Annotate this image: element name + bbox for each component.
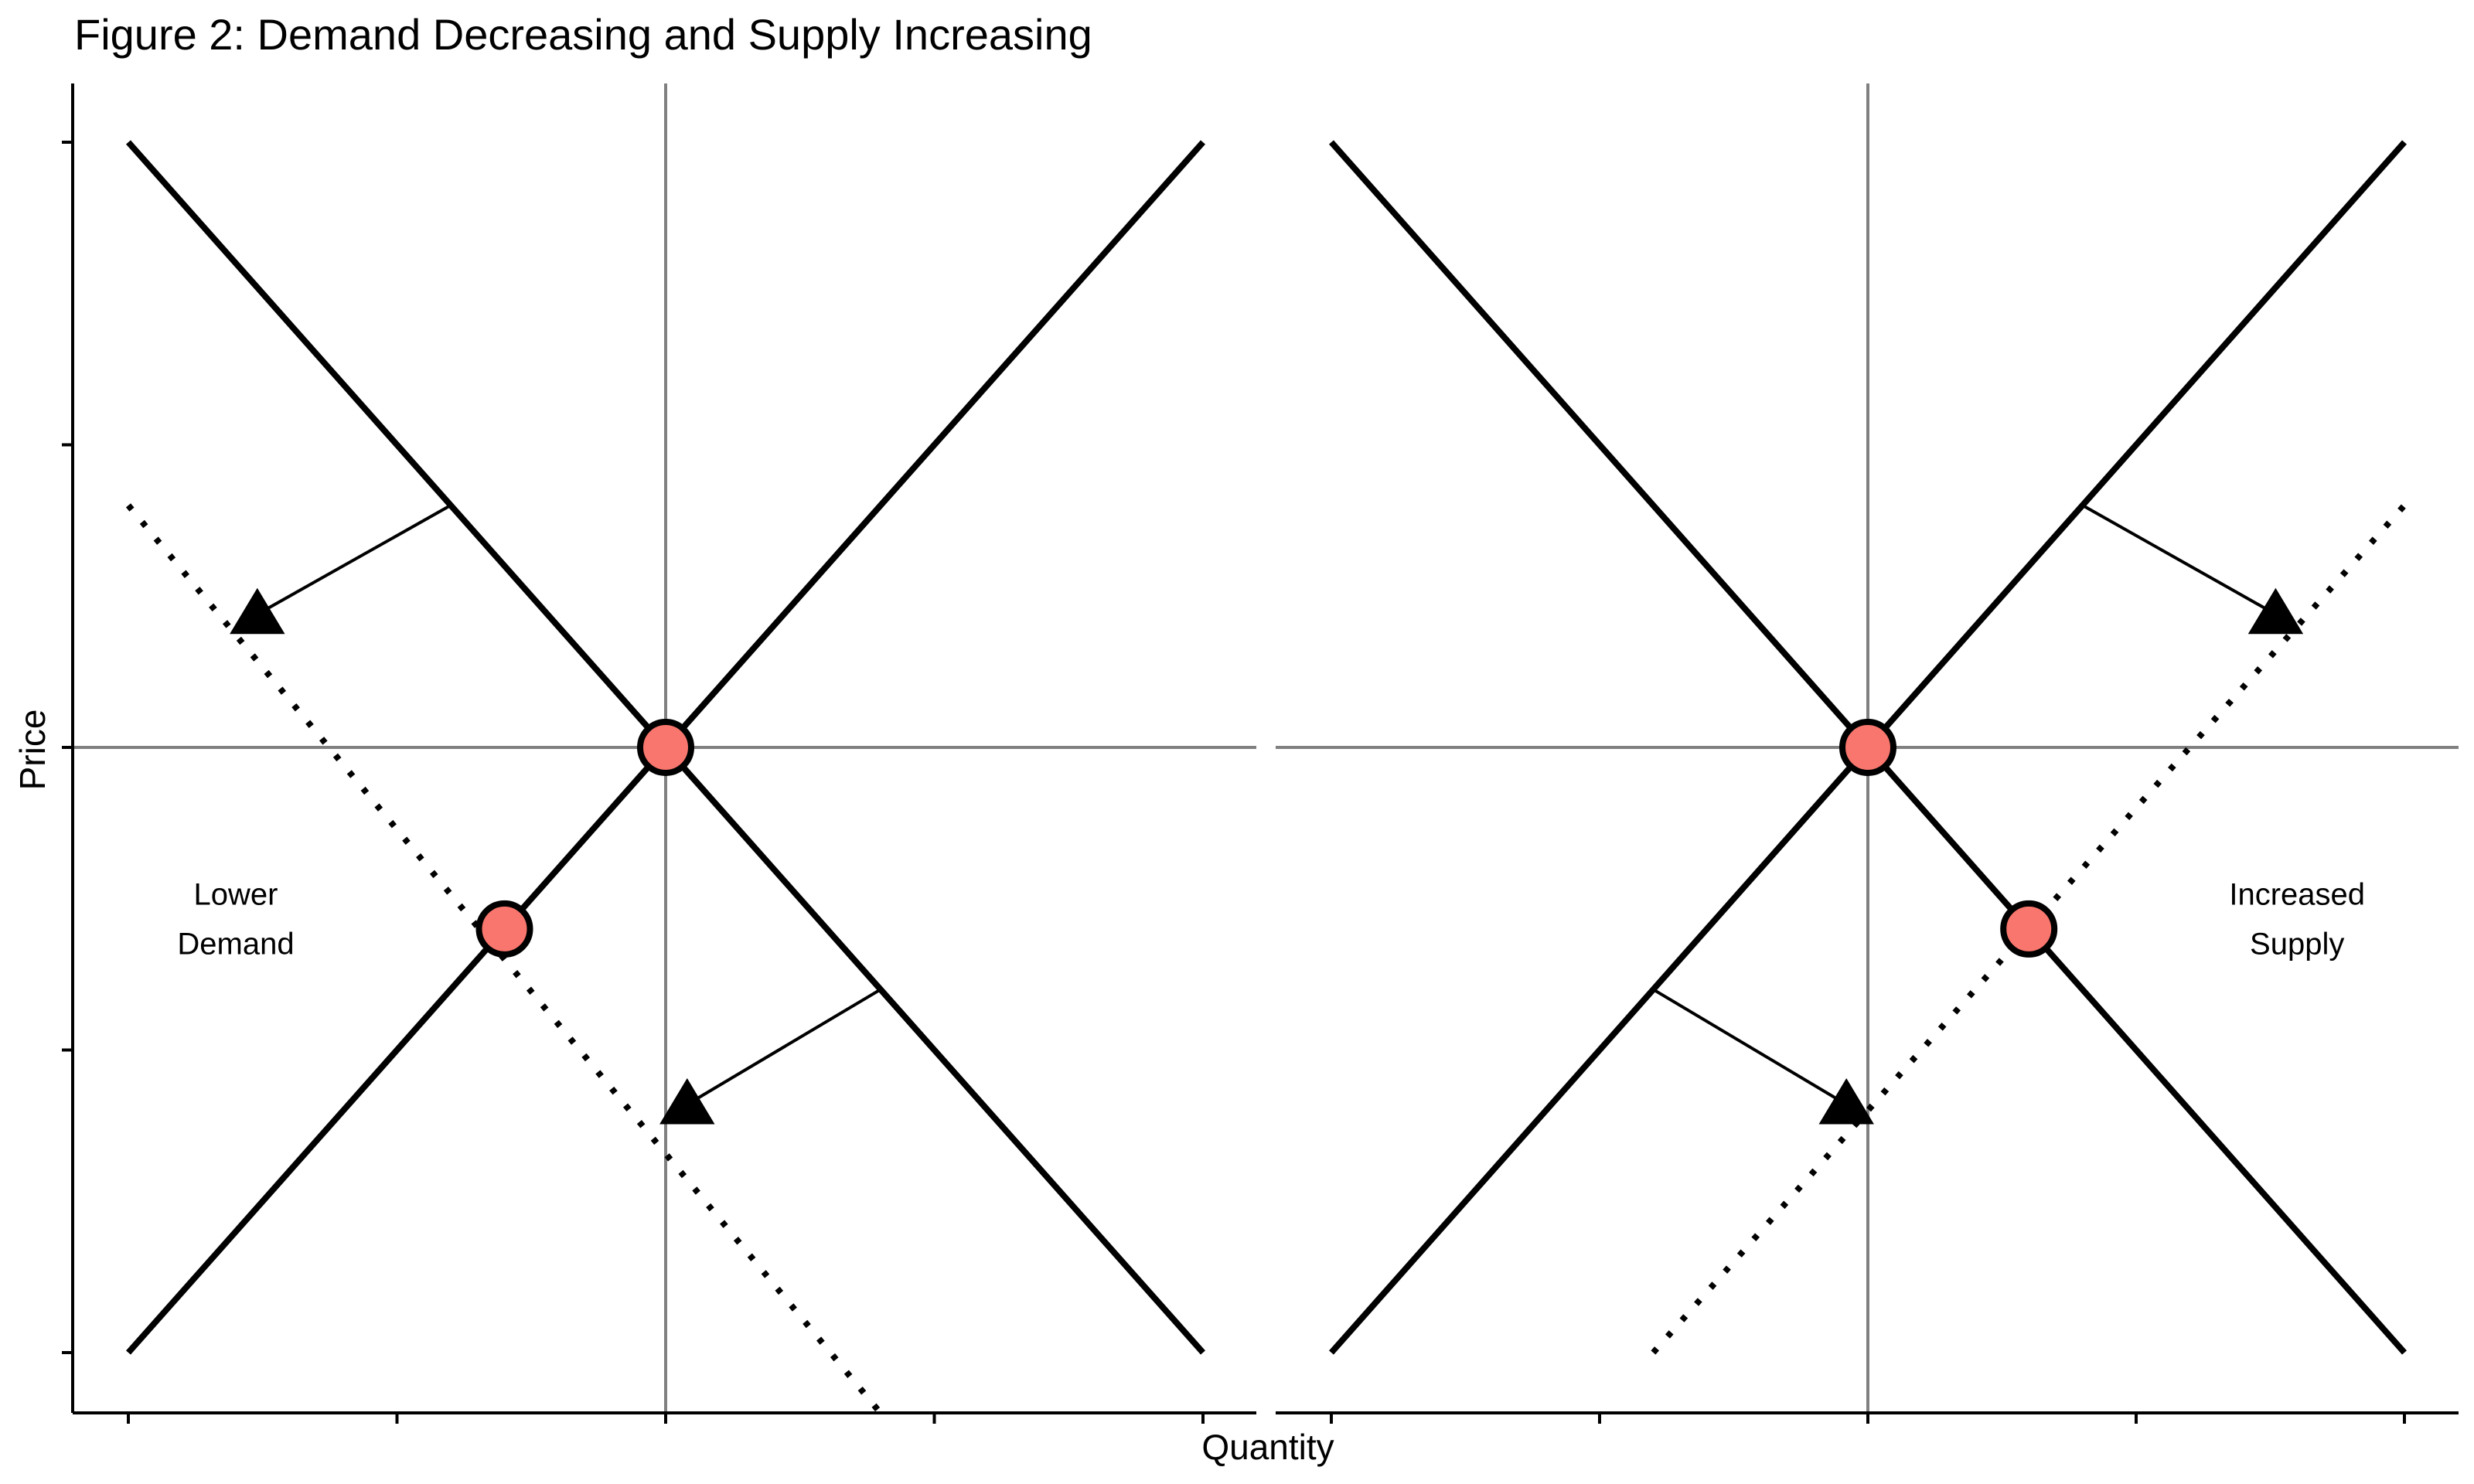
annotation-text: Lower [194, 878, 278, 912]
triangle-icon [1818, 1077, 1874, 1125]
annotation-text: Demand [177, 928, 294, 962]
triangle-icon [659, 1077, 715, 1125]
annotation-text: Increased [2229, 878, 2365, 912]
triangle-icon [230, 587, 285, 635]
annotation-text: Supply [2250, 928, 2344, 962]
triangle-icon [2247, 587, 2304, 635]
right-panel: Increased Supply [1276, 83, 2459, 1424]
shift-arrow-line [256, 504, 452, 616]
shift-arrow-line [686, 988, 882, 1106]
figure-title: Figure 2: Demand Decreasing and Supply I… [74, 10, 1092, 59]
equilibrium-point [637, 719, 694, 776]
x-axis-label: Quantity [1201, 1427, 1334, 1467]
shift-arrow-line [1652, 988, 1848, 1106]
plot-area: Lower Demand [73, 83, 1256, 1413]
left-panel: Lower Demand [62, 83, 1256, 1424]
equilibrium-point [475, 900, 533, 958]
y-axis-label: Price [12, 710, 53, 791]
shift-arrow-line [2081, 504, 2277, 616]
shifted-curve [125, 503, 884, 1413]
equilibrium-point [1839, 719, 1896, 776]
equilibrium-point [2000, 900, 2058, 958]
plot-area: Increased Supply [1276, 83, 2459, 1413]
